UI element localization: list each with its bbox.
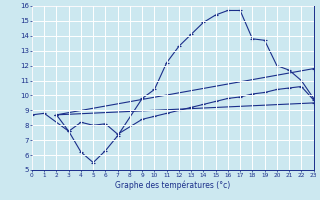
X-axis label: Graphe des températures (°c): Graphe des températures (°c): [115, 180, 230, 190]
